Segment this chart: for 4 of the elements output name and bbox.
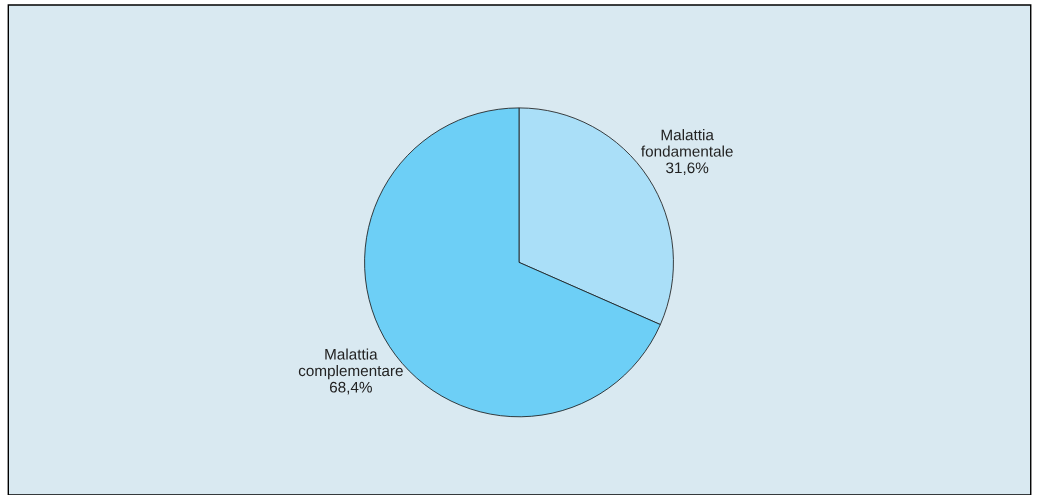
- data-label: 68,4%: [329, 381, 372, 395]
- slice-label: Malattia complementare: [298, 348, 403, 380]
- data-label: 31,6%: [666, 162, 709, 176]
- slice-label: Malattia fondamentale: [641, 129, 733, 157]
